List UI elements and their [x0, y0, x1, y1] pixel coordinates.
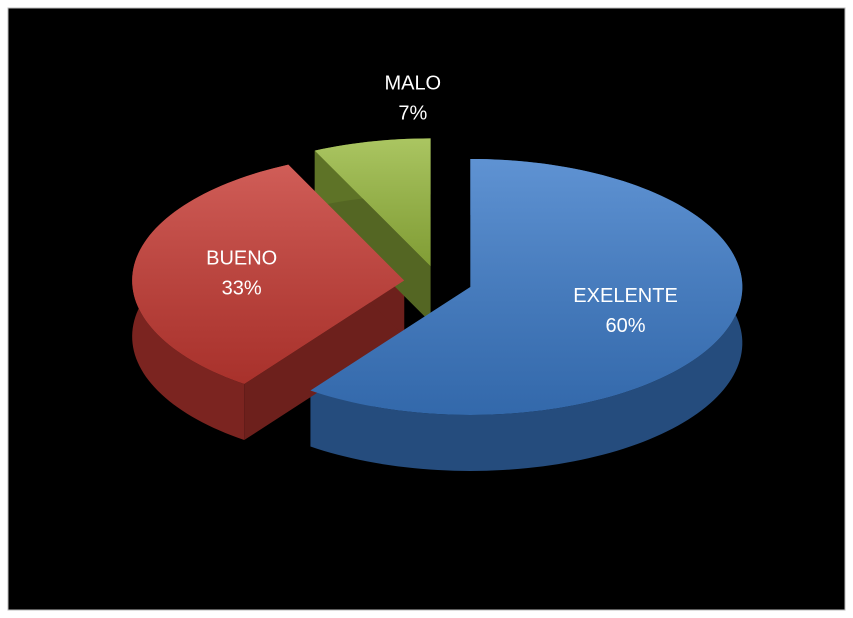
slice-value-label: 33%	[222, 278, 262, 300]
slice-highlight	[314, 138, 431, 267]
slice-value-label: 60%	[606, 315, 646, 337]
slice-highlight	[132, 164, 405, 385]
slice-highlight	[310, 158, 743, 415]
slice-labels: EXELENTE 60% BUENO 33% MALO 7%	[206, 73, 678, 337]
slice-cut-face	[244, 280, 405, 441]
slice-tops	[132, 138, 743, 415]
slice-category-label: EXELENTE	[573, 285, 677, 307]
slice-category-label: BUENO	[206, 248, 277, 270]
slice-value-label: 7%	[398, 103, 427, 125]
slice-category-label: MALO	[384, 73, 441, 95]
